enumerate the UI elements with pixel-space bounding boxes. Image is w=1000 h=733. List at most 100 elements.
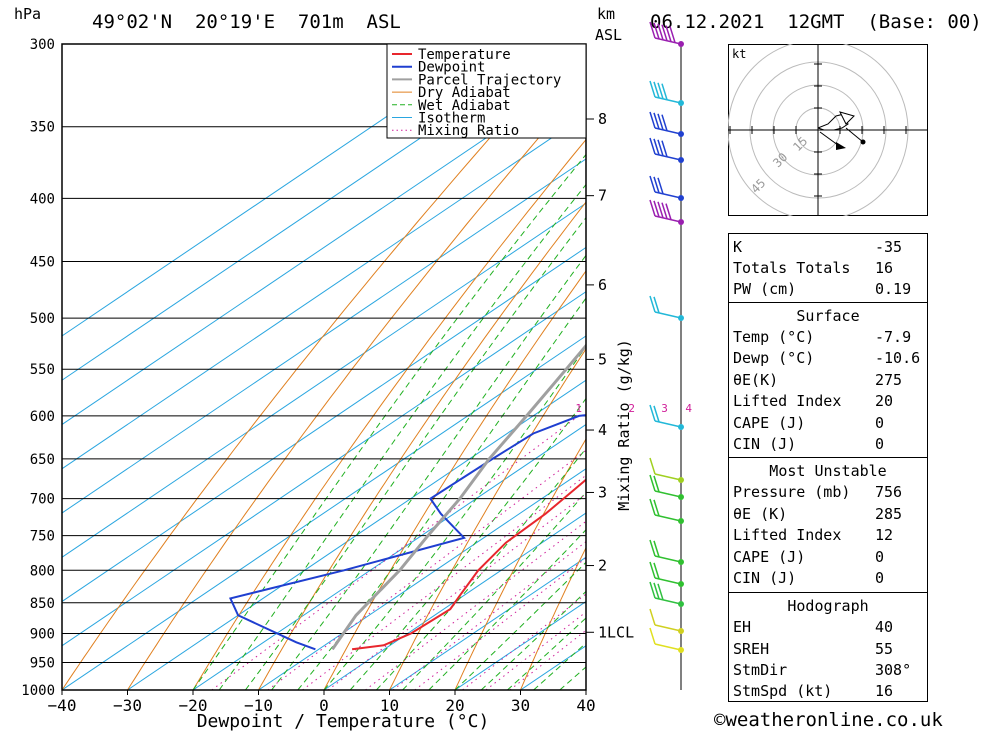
mixing-ratio-line (485, 611, 586, 690)
wind-barb-flag (661, 202, 668, 219)
km-tick-label: 1LCL (598, 623, 634, 641)
km-tick-label: 8 (598, 110, 607, 128)
hodograph-trace (845, 127, 864, 143)
legend-entry: Dry Adiabat (418, 85, 511, 101)
pressure-tick-label: 500 (30, 311, 55, 327)
wind-level-dot (678, 477, 684, 483)
x-tick-label: −10 (244, 696, 273, 715)
wind-barb-flag (657, 583, 664, 601)
wind-barb (654, 420, 682, 428)
wind-barb-flag (649, 111, 656, 129)
wind-barb (654, 153, 682, 161)
legend-entry: Mixing Ratio (418, 123, 519, 139)
pressure-tick-label: 850 (30, 596, 55, 612)
surface-row: Temp (°C) -7.9 (733, 328, 912, 346)
wind-barb (654, 127, 682, 135)
mixing-ratio-tick-label: 2 (628, 402, 635, 415)
hodograph-row: StmSpd (kt) 16 (733, 682, 894, 700)
wind-barb-flag (649, 21, 656, 39)
wet-adiabat-line (428, 529, 586, 690)
wind-barb-flag (653, 499, 660, 517)
wind-barb-flag (653, 138, 660, 156)
wind-barb-flag (657, 201, 664, 219)
most-unstable-row: CAPE (J) 0 (733, 548, 885, 566)
wind-barb-flag (649, 404, 656, 422)
indices-table: K -35 Totals Totals 16 PW (cm) 0.19 Surface… (728, 233, 928, 702)
wind-barb (654, 514, 682, 522)
legend-entry: Parcel Trajectory (418, 72, 561, 88)
wind-barb-flag (649, 581, 656, 599)
isotherm-line (323, 512, 586, 690)
pressure-tick-label: 750 (30, 529, 55, 545)
wind-barb-flag (665, 25, 672, 42)
hodograph-unit-label: kt (732, 47, 746, 61)
wind-level-dot (678, 559, 684, 565)
hodograph-table-title: Hodograph (787, 597, 869, 615)
isotherm-line (389, 556, 586, 690)
pressure-tick-label: 800 (30, 563, 55, 579)
wind-barb-flag (653, 562, 660, 580)
hodograph-row: SREH 55 (733, 640, 894, 658)
isotherm-line (62, 158, 586, 514)
wind-barb (654, 577, 682, 585)
wind-level-dot (678, 647, 684, 653)
wind-barb-flag (665, 203, 672, 220)
wind-level-dot (678, 157, 684, 163)
most-unstable-title: Most Unstable (769, 462, 887, 480)
wind-barb-flag (657, 23, 664, 41)
hpa-label: hPa (14, 5, 42, 23)
credit-link[interactable]: ©weatheronline.co.uk (714, 709, 943, 731)
wind-level-dot (678, 100, 684, 106)
surface-row: θE(K) 275 (733, 371, 903, 389)
wind-barb-flag (649, 474, 656, 492)
index-row-totals: Totals Totals 16 (733, 259, 894, 277)
wind-level-dot (678, 195, 684, 201)
x-tick-label: 20 (445, 696, 464, 715)
km-label: km (597, 5, 616, 23)
wind-level-dot (678, 131, 684, 137)
isotherm-line (192, 423, 586, 690)
mixing-ratio-tick-label: 1 (575, 402, 582, 415)
km-tick-label: 4 (598, 421, 607, 439)
wind-barb-flag (653, 81, 660, 99)
wind-barb-flag (653, 200, 660, 218)
wind-barb (654, 37, 682, 45)
surface-row: CIN (J) 0 (733, 435, 885, 453)
wet-adiabat-line (454, 561, 586, 690)
wind-barb-flag (649, 137, 656, 155)
x-tick-label: 10 (380, 696, 399, 715)
x-tick-label: −30 (113, 696, 142, 715)
legend-entry: Wet Adiabat (418, 98, 511, 114)
wind-barb-flag (661, 140, 668, 157)
wind-barb-flag (669, 26, 676, 43)
mixing-ratio-line (392, 541, 586, 690)
wind-barb-flag (649, 608, 656, 626)
wind-level-dot (678, 494, 684, 500)
km-tick-label: 7 (598, 187, 607, 205)
pressure-tick-label: 700 (30, 492, 55, 508)
legend-entry: Dewpoint (418, 60, 485, 76)
km-tick-label: 6 (598, 276, 607, 294)
wind-level-dot (678, 219, 684, 225)
isotherm-line (62, 44, 495, 337)
wind-barb (654, 597, 682, 605)
wind-barb-flag (653, 296, 660, 314)
surface-row: Lifted Index 20 (733, 392, 894, 410)
hodograph-row: StmDir 308° (733, 661, 912, 679)
isotherm-line (62, 202, 586, 558)
wind-barb-flag (657, 177, 664, 195)
isotherm-line (127, 379, 586, 690)
most-unstable-row: θE (K) 285 (733, 505, 903, 523)
wind-barb-flag (653, 540, 660, 558)
temperature-series-line (351, 478, 586, 651)
hodograph-trace (817, 113, 849, 131)
mixing-ratio-line (267, 449, 586, 690)
wind-barb-flag (649, 295, 656, 313)
hodograph-marker (839, 111, 855, 125)
isotherm-line (62, 44, 560, 381)
wind-barb (654, 311, 682, 319)
wind-barb-flag (657, 113, 664, 131)
most-unstable-row: Pressure (mb) 756 (733, 483, 903, 501)
wind-level-dot (678, 628, 684, 634)
